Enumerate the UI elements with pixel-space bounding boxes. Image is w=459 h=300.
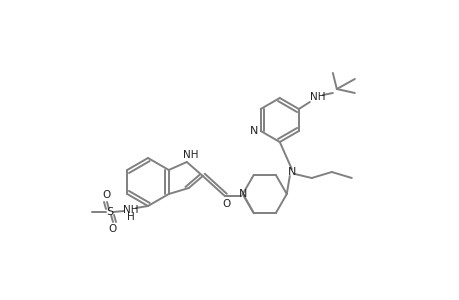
Text: NH: NH — [309, 92, 325, 102]
Text: N: N — [249, 126, 257, 136]
Text: O: O — [222, 199, 230, 209]
Text: N: N — [238, 189, 246, 199]
Text: H: H — [127, 212, 134, 222]
Text: O: O — [103, 190, 111, 200]
Text: NH: NH — [183, 150, 198, 160]
Text: NH: NH — [123, 205, 139, 215]
Text: S: S — [106, 207, 113, 217]
Text: O: O — [109, 224, 117, 234]
Text: N: N — [287, 167, 295, 177]
